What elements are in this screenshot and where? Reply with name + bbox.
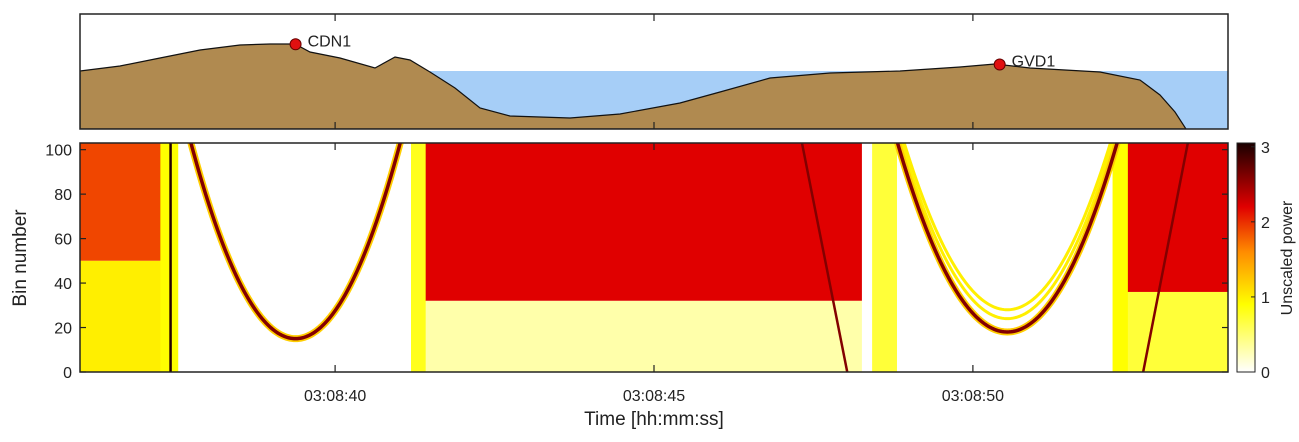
heat-cell bbox=[1112, 143, 1129, 372]
y-axis-label: Bin number bbox=[10, 209, 31, 307]
heat-cell bbox=[1127, 143, 1228, 292]
heat-cell bbox=[178, 143, 412, 372]
station-label: CDN1 bbox=[308, 33, 352, 50]
echo bbox=[902, 143, 1112, 312]
profile bbox=[80, 43, 1228, 129]
heat-cell bbox=[80, 143, 161, 261]
streak bbox=[1141, 143, 1190, 372]
echo bbox=[895, 143, 1119, 334]
heat-cell bbox=[411, 143, 427, 372]
terrain bbox=[80, 43, 1187, 129]
colorbar-tick-label: 2 bbox=[1261, 215, 1270, 232]
heat-cell bbox=[80, 260, 161, 372]
y-tick-label: 60 bbox=[54, 232, 72, 249]
x-tick-label: 03:08:50 bbox=[942, 388, 1004, 405]
heat-cell bbox=[872, 143, 898, 372]
heat-cell bbox=[425, 143, 863, 301]
x-axis-label: Time [hh:mm:ss] bbox=[584, 409, 724, 430]
y-tick-label: 40 bbox=[54, 276, 72, 293]
heat-cell bbox=[1127, 291, 1228, 372]
streak bbox=[800, 143, 849, 372]
colorbar bbox=[1236, 142, 1256, 373]
y-tick-label: 0 bbox=[63, 365, 72, 382]
colorbar-tick-label: 1 bbox=[1261, 290, 1270, 307]
heat-cell bbox=[896, 143, 1114, 372]
x-tick-label: 03:08:45 bbox=[623, 388, 685, 405]
y-tick-label: 80 bbox=[54, 187, 72, 204]
station-marker bbox=[289, 38, 302, 51]
colorbar-label: Unscaled power bbox=[1279, 200, 1296, 315]
echo bbox=[189, 143, 403, 341]
station-marker bbox=[993, 58, 1006, 71]
colorbar-tick-label: 3 bbox=[1261, 140, 1270, 157]
station-label: GVD1 bbox=[1012, 54, 1056, 71]
y-tick-label: 100 bbox=[45, 143, 72, 160]
heat-cell bbox=[861, 143, 873, 372]
heat-cell bbox=[425, 300, 863, 372]
echo bbox=[899, 143, 1115, 321]
colorbar-tick-label: 0 bbox=[1261, 365, 1270, 382]
heatmap bbox=[80, 143, 1228, 372]
y-tick-label: 20 bbox=[54, 321, 72, 338]
x-tick-label: 03:08:40 bbox=[304, 388, 366, 405]
